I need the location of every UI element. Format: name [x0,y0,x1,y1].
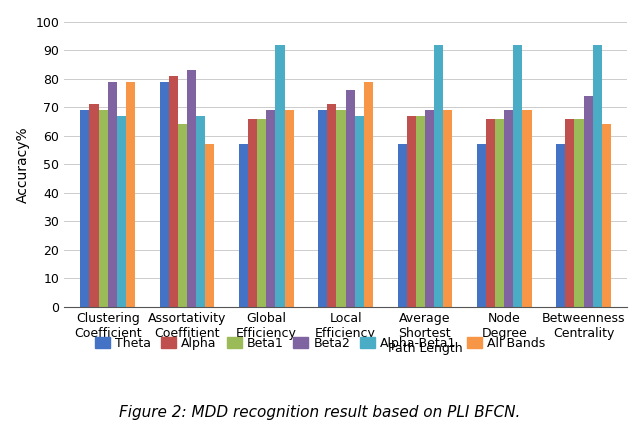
Bar [477,145,486,307]
Bar [116,116,126,307]
Bar [504,110,513,307]
Bar [187,71,196,307]
Bar [169,76,178,307]
Bar [346,90,355,307]
Bar [565,119,575,307]
Bar [425,110,434,307]
Bar [575,119,584,307]
Bar [108,82,116,307]
Bar [285,110,294,307]
Bar [593,45,602,307]
Bar [513,45,522,307]
Bar [266,110,275,307]
Bar [495,119,504,307]
Y-axis label: Accuracy%: Accuracy% [16,126,29,202]
Bar [248,119,257,307]
Bar [522,110,532,307]
Text: Figure 2: MDD recognition result based on PLI BFCN.: Figure 2: MDD recognition result based o… [119,406,521,420]
Bar [486,119,495,307]
Bar [602,124,611,307]
Bar [327,105,337,307]
Bar [80,110,90,307]
Bar [397,145,406,307]
Bar [434,45,443,307]
Bar [275,45,285,307]
Bar [364,82,373,307]
Bar [556,145,565,307]
Bar [443,110,452,307]
Bar [416,116,425,307]
Bar [159,82,169,307]
Bar [257,119,266,307]
Bar [406,116,416,307]
Bar [584,96,593,307]
Bar [90,105,99,307]
Bar [196,116,205,307]
Bar [318,110,327,307]
Bar [355,116,364,307]
Bar [337,110,346,307]
Bar [205,145,214,307]
Bar [239,145,248,307]
Legend: Theta, Alpha, Beta1, Beta2, Alpha-Beta1, All Bands: Theta, Alpha, Beta1, Beta2, Alpha-Beta1,… [90,332,550,355]
Bar [126,82,135,307]
Bar [178,124,187,307]
Bar [99,110,108,307]
